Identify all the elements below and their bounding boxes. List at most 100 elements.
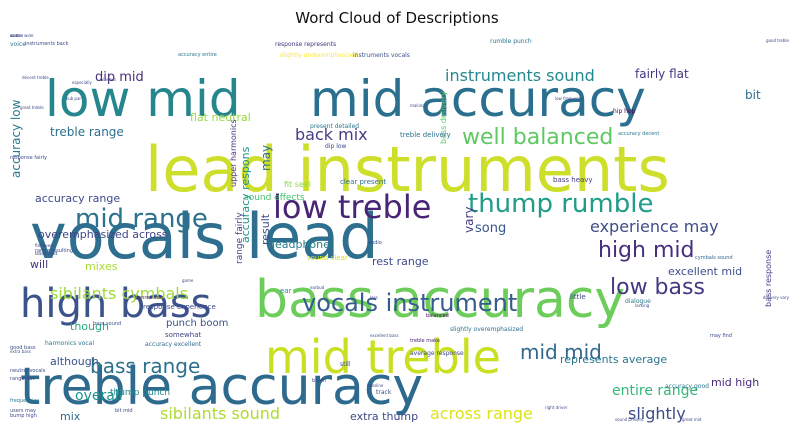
cloud-word: rumble punch bbox=[490, 38, 532, 45]
cloud-word: song bbox=[475, 221, 507, 236]
chart-title: Word Cloud of Descriptions bbox=[295, 9, 499, 27]
cloud-word: headphone bbox=[268, 238, 330, 251]
cloud-word: bass range bbox=[90, 354, 201, 378]
cloud-word: said bbox=[10, 34, 19, 38]
cloud-word: may find bbox=[710, 333, 732, 339]
cloud-word: voice bbox=[10, 41, 26, 48]
cloud-word: accuracy low bbox=[10, 99, 23, 178]
cloud-word: vocals instrument bbox=[302, 289, 518, 317]
cloud-word: will bbox=[30, 258, 49, 271]
cloud-word: result bbox=[259, 213, 272, 245]
cloud-word: excellent bass bbox=[370, 333, 399, 338]
cloud-word: delivery vary bbox=[762, 295, 789, 300]
cloud-word: range fairly bbox=[235, 212, 245, 265]
cloud-word: across range bbox=[430, 404, 533, 423]
cloud-word: thump rumble bbox=[468, 189, 654, 219]
cloud-word: dip mid bbox=[95, 70, 144, 85]
cloud-word: slightly overemphasized bbox=[450, 326, 524, 333]
cloud-word: harmonics vocal bbox=[45, 340, 95, 347]
cloud-word: response fairly bbox=[10, 155, 47, 161]
cloud-word: bit mid bbox=[115, 408, 133, 414]
cloud-word: fairly flat bbox=[635, 67, 689, 81]
cloud-word: less bbox=[370, 295, 378, 300]
cloud-word: lacking bbox=[635, 303, 650, 308]
cloud-word: mid mid bbox=[520, 340, 602, 364]
cloud-word: high mid bbox=[598, 238, 695, 263]
cloud-word: accuracy decent bbox=[618, 131, 660, 137]
cloud-word: game bbox=[182, 278, 194, 283]
cloud-word: mid range bbox=[75, 204, 208, 234]
cloud-word: boom bbox=[312, 378, 327, 384]
cloud-word: sub par bbox=[66, 96, 82, 101]
cloud-word: users may bbox=[10, 408, 36, 414]
cloud-word: dip low bbox=[325, 143, 347, 150]
cloud-word: right driver bbox=[545, 405, 568, 410]
cloud-word: bass sound bbox=[93, 321, 122, 327]
cloud-word: low treble bbox=[273, 188, 432, 226]
cloud-word: hip hop bbox=[613, 108, 636, 115]
cloud-word: clutter bbox=[10, 34, 24, 38]
cloud-word: response represents bbox=[275, 41, 337, 48]
cloud-word: mix bbox=[60, 410, 81, 423]
cloud-word: neutral vocals bbox=[10, 368, 46, 374]
cloud-word: accuracy excellent bbox=[145, 341, 202, 348]
cloud-word: rest range bbox=[372, 255, 429, 268]
cloud-word: mid treble bbox=[265, 330, 501, 384]
cloud-word: accuracy entire bbox=[178, 52, 217, 58]
cloud-word: earbud bbox=[310, 285, 325, 290]
cloud-word: balanced bbox=[426, 313, 449, 319]
cloud-word: good treble bbox=[766, 38, 789, 43]
cloud-word: accuracy good bbox=[665, 383, 709, 390]
cloud-word: low mid bbox=[45, 70, 241, 128]
cloud-word: may bbox=[259, 145, 273, 172]
cloud-word: frequencies bbox=[10, 398, 40, 404]
cloud-word: treble range bbox=[50, 125, 124, 139]
cloud-word: decent treble bbox=[22, 75, 49, 80]
cloud-word: accuracy range bbox=[35, 192, 121, 205]
cloud-word: dialogue bbox=[625, 298, 651, 305]
cloud-word: instruments back bbox=[25, 41, 69, 47]
cloud-word: low bass bbox=[610, 275, 705, 300]
cloud-word: well balanced bbox=[462, 125, 614, 150]
cloud-word: slightly underemphasized bbox=[280, 52, 358, 59]
cloud-word: sound effects bbox=[244, 193, 305, 203]
cloud-word: bit bbox=[745, 88, 761, 102]
cloud-word: range resulting bbox=[35, 248, 74, 254]
cloud-word: sibilants cymbals bbox=[50, 284, 189, 303]
cloud-word: slightly bbox=[628, 404, 686, 423]
cloud-word: genres ade bbox=[135, 295, 163, 301]
cloud-word: mid accuracy bbox=[310, 70, 646, 128]
cloud-word: sound clear bbox=[307, 254, 348, 262]
cloud-word: little bbox=[570, 293, 586, 301]
cloud-word: flat neutral bbox=[190, 111, 251, 124]
cloud-word: lead instruments bbox=[145, 133, 670, 206]
cloud-word: clear present bbox=[340, 178, 387, 186]
cloud-word: treble delivery bbox=[400, 131, 451, 139]
cloud-word: high bass bbox=[20, 281, 212, 327]
cloud-word: although bbox=[50, 355, 99, 368]
cloud-word: still bbox=[340, 361, 351, 368]
cloud-word: bass add bbox=[35, 251, 58, 257]
cloud-word: bass accuracy bbox=[255, 270, 626, 330]
cloud-word: audio bbox=[368, 240, 382, 246]
cloud-word: back mix bbox=[295, 125, 368, 144]
cloud-word: response experience bbox=[143, 303, 216, 311]
cloud-word: across wide bbox=[10, 34, 34, 38]
cloud-word: bassline bbox=[367, 383, 384, 388]
cloud-word: vary bbox=[462, 206, 476, 233]
cloud-word: extra thump bbox=[350, 410, 419, 423]
cloud-word: great treble bbox=[20, 105, 44, 110]
cloud-word: average response bbox=[410, 350, 464, 357]
cloud-word: sound present bbox=[615, 417, 644, 422]
cloud-word: great mid bbox=[682, 417, 702, 422]
cloud-word: instruments vocals bbox=[353, 52, 410, 59]
cloud-word: good bass bbox=[10, 345, 36, 351]
cloud-word: ear bbox=[280, 287, 292, 295]
cloud-word: treble make bbox=[410, 338, 440, 344]
cloud-word: present detailed bbox=[310, 123, 360, 130]
cloud-word: though bbox=[70, 320, 109, 333]
cloud-word: fit seal bbox=[284, 180, 311, 189]
cloud-word: low frequency bbox=[555, 96, 584, 101]
cloud-word: somewhat bbox=[165, 331, 202, 339]
cloud-word: entire range bbox=[612, 383, 699, 399]
